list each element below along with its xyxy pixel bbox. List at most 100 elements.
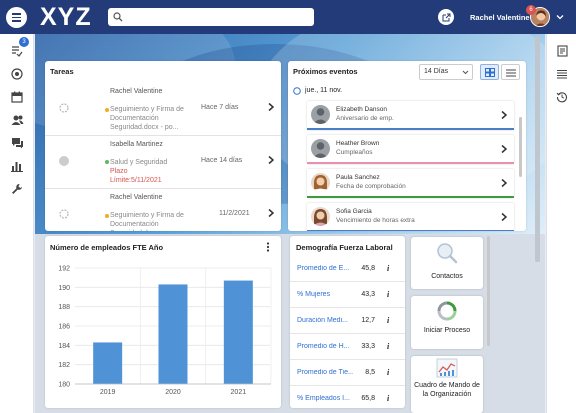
task-description: Seguimiento y Firma de Documentación Seg… bbox=[110, 106, 184, 131]
hamburger-menu-icon[interactable] bbox=[6, 7, 27, 28]
task-assignee: Isabella Martinez bbox=[110, 141, 163, 148]
info-icon[interactable]: i bbox=[387, 394, 390, 403]
y-tick-label: 192 bbox=[58, 266, 70, 273]
grid-view-button[interactable] bbox=[480, 64, 499, 80]
y-tick-label: 188 bbox=[58, 304, 70, 311]
task-row[interactable]: Rachel Valentine Seguimiento y Firma de … bbox=[45, 189, 281, 231]
task-row[interactable]: Isabella Martinez Salud y Seguridad Plaz… bbox=[45, 136, 281, 189]
event-color-bar bbox=[307, 195, 514, 198]
demographics-title: Demografía Fuerza Laboral bbox=[296, 243, 393, 252]
x-tick-label: 2021 bbox=[231, 389, 247, 396]
info-icon[interactable]: i bbox=[387, 368, 390, 377]
task-description: Seguimiento y Firma de Documentación Seg… bbox=[110, 212, 184, 231]
notes-icon[interactable] bbox=[555, 44, 569, 58]
task-row[interactable]: Rachel Valentine Seguimiento y Firma de … bbox=[45, 83, 281, 136]
external-link-icon[interactable] bbox=[438, 9, 454, 25]
people-icon[interactable] bbox=[10, 113, 24, 127]
app-logo: XYZ bbox=[40, 3, 92, 31]
event-item[interactable]: Elizabeth Danson Aniversario de emp. bbox=[307, 101, 514, 130]
demographics-row[interactable]: Promedio de Tie... 8,5 i bbox=[290, 360, 405, 386]
employees-bar-chart: 192 190 188 186 184 182 180 2019 2020 2021 bbox=[58, 266, 272, 396]
list-icon[interactable] bbox=[555, 67, 569, 81]
metric-label[interactable]: % Empleados I... bbox=[297, 395, 350, 402]
info-icon[interactable]: i bbox=[387, 342, 390, 351]
event-person: Elizabeth Danson bbox=[336, 106, 387, 113]
search-input[interactable] bbox=[108, 8, 314, 26]
info-icon[interactable]: i bbox=[387, 316, 390, 325]
demographics-row[interactable]: % Mujeres 43,3 i bbox=[290, 282, 405, 308]
x-tick-label: 2019 bbox=[100, 389, 116, 396]
bar-2021[interactable] bbox=[223, 280, 253, 384]
event-item[interactable]: Paula Sanchez Fecha de comprobación bbox=[307, 169, 514, 198]
metric-value: 33,3 bbox=[361, 343, 375, 350]
avatar bbox=[311, 139, 330, 158]
chevron-right-icon[interactable] bbox=[267, 155, 275, 165]
metric-label[interactable]: % Mujeres bbox=[297, 291, 331, 298]
info-icon[interactable]: i bbox=[387, 264, 390, 273]
metric-label[interactable]: Promedio de Tie... bbox=[297, 369, 353, 376]
event-item[interactable]: Heather Brown Cumpleaños bbox=[307, 135, 514, 164]
tile-label: Cuadro de Mando de la Organización bbox=[414, 382, 480, 398]
task-assignee: Rachel Valentine bbox=[110, 194, 163, 201]
chevron-right-icon bbox=[501, 212, 508, 222]
event-item[interactable]: Sofia Garcia Vencimiento de horas extra bbox=[307, 203, 514, 231]
bar-chart-icon[interactable] bbox=[10, 159, 24, 173]
bar-2020[interactable] bbox=[158, 284, 188, 384]
metric-label[interactable]: Promedio de H... bbox=[297, 343, 350, 350]
event-description: Aniversario de emp. bbox=[336, 115, 394, 122]
notification-badge[interactable]: 6 bbox=[526, 5, 536, 15]
chevron-right-icon[interactable] bbox=[267, 208, 275, 218]
chevron-down-icon[interactable] bbox=[555, 12, 565, 22]
loading-spinner-icon bbox=[59, 103, 69, 113]
tiles-scrollbar[interactable] bbox=[487, 236, 490, 346]
radio-icon[interactable] bbox=[293, 87, 301, 95]
event-description: Fecha de comprobación bbox=[336, 183, 406, 190]
tasks-title: Tareas bbox=[50, 67, 74, 76]
task-description: Salud y Seguridad bbox=[110, 159, 168, 166]
range-select-value: 14 Días bbox=[424, 68, 449, 75]
event-date: jue., 11 nov. bbox=[305, 87, 343, 94]
avatar bbox=[311, 105, 330, 124]
avatar bbox=[311, 207, 330, 226]
chevron-right-icon bbox=[501, 178, 508, 188]
demographics-row[interactable]: % Empleados I... 65,8 i bbox=[290, 386, 405, 408]
history-icon[interactable] bbox=[555, 90, 569, 104]
tasks-card: Tareas Rachel Valentine Seguimiento y Fi… bbox=[45, 61, 281, 231]
chevron-right-icon bbox=[501, 110, 508, 120]
list-view-button[interactable] bbox=[501, 64, 520, 80]
chart-title: Número de empleados FTE Año bbox=[50, 243, 164, 252]
avatar bbox=[311, 173, 330, 192]
start-process-tile[interactable]: Iniciar Proceso bbox=[411, 296, 483, 349]
grid-icon bbox=[485, 68, 495, 77]
main-content: Tareas Rachel Valentine Seguimiento y Fi… bbox=[35, 34, 545, 413]
demographics-row[interactable]: Duración Medi... 12,7 i bbox=[290, 308, 405, 334]
calendar-icon[interactable] bbox=[10, 90, 24, 104]
target-icon[interactable] bbox=[10, 67, 24, 81]
metric-label[interactable]: Promedio de E... bbox=[297, 265, 350, 272]
main-scrollbar[interactable] bbox=[535, 36, 540, 262]
metric-label[interactable]: Duración Medi... bbox=[297, 317, 348, 324]
user-name[interactable]: Rachel Valentine bbox=[470, 13, 530, 22]
chevron-down-icon bbox=[462, 70, 469, 75]
chevron-right-icon[interactable] bbox=[267, 102, 275, 112]
org-dashboard-tile[interactable]: Cuadro de Mando de la Organización bbox=[411, 356, 483, 413]
wrench-icon[interactable] bbox=[10, 182, 24, 196]
y-tick-label: 190 bbox=[58, 285, 70, 292]
metric-value: 43,3 bbox=[361, 291, 375, 298]
event-person: Sofia Garcia bbox=[336, 208, 372, 215]
demographics-row[interactable]: Promedio de H... 33,3 i bbox=[290, 334, 405, 360]
demographics-row[interactable]: Promedio de E... 45,8 i bbox=[290, 256, 405, 282]
more-vert-icon[interactable] bbox=[266, 242, 270, 252]
bar-2019[interactable] bbox=[93, 342, 123, 384]
tasks-icon[interactable] bbox=[10, 44, 24, 58]
info-icon[interactable]: i bbox=[387, 290, 390, 299]
contacts-tile[interactable]: Contactos bbox=[411, 237, 483, 289]
task-time: Hace 7 días bbox=[201, 104, 239, 111]
events-card: Próximos eventos 14 Días jue., 11 nov. E… bbox=[288, 61, 526, 231]
events-scrollbar[interactable] bbox=[519, 117, 522, 177]
chat-icon[interactable] bbox=[10, 136, 24, 150]
event-color-bar bbox=[307, 229, 514, 231]
range-select[interactable]: 14 Días bbox=[419, 64, 473, 80]
tile-label: Contactos bbox=[431, 273, 463, 280]
chevron-right-icon bbox=[501, 144, 508, 154]
